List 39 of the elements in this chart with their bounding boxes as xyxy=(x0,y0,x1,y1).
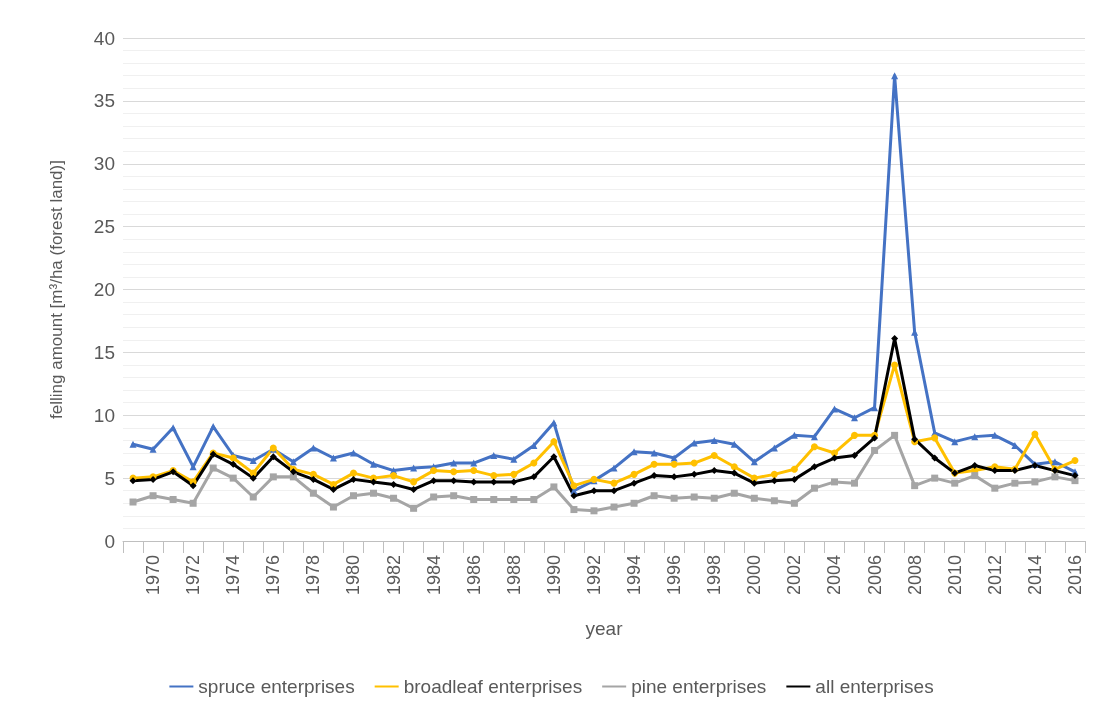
x-tick-label: 1988 xyxy=(503,555,524,596)
x-tick-label: 2004 xyxy=(824,555,845,596)
y-tick-label: 40 xyxy=(93,27,115,49)
y-tick-label: 30 xyxy=(93,153,115,175)
x-tick-label: 1996 xyxy=(664,555,685,596)
y-tick-label: 15 xyxy=(93,341,115,363)
y-tick-label: 10 xyxy=(93,404,115,426)
x-tick-label: 1986 xyxy=(463,555,484,596)
x-tick-label: 2002 xyxy=(784,555,805,596)
legend-label: all enterprises xyxy=(815,676,934,697)
x-tick-label: 2016 xyxy=(1064,555,1085,596)
y-tick-label: 20 xyxy=(93,279,115,300)
x-tick-label: 1976 xyxy=(263,555,284,596)
y-axis-title: felling amount [m³/ha (forest land)] xyxy=(47,160,66,419)
legend-label: broadleaf enterprises xyxy=(403,676,583,697)
x-tick-label: 1980 xyxy=(343,555,364,596)
x-tick-label: 1994 xyxy=(624,555,645,596)
x-tick-label: 1974 xyxy=(223,555,244,596)
x-tick-label: 2000 xyxy=(744,555,765,596)
x-tick-label: 2012 xyxy=(984,555,1005,596)
x-tick-label: 1972 xyxy=(183,555,204,596)
x-tick-label: 1992 xyxy=(583,555,604,596)
y-tick-label: 35 xyxy=(93,90,115,112)
legend-label: pine enterprises xyxy=(631,676,767,697)
y-tick-label: 25 xyxy=(93,216,115,238)
x-tick-label: 1990 xyxy=(543,555,564,596)
x-tick-label: 1998 xyxy=(704,555,725,596)
y-tick-label: 0 xyxy=(104,530,115,552)
legend-label: spruce enterprises xyxy=(198,676,355,697)
x-tick-label: 1984 xyxy=(423,555,444,596)
x-tick-label: 1970 xyxy=(143,555,164,596)
x-tick-label: 2014 xyxy=(1024,555,1045,596)
x-tick-label: 2010 xyxy=(944,555,965,596)
x-tick-label: 1978 xyxy=(303,555,324,596)
x-tick-label: 2006 xyxy=(864,555,885,596)
x-axis-title: year xyxy=(585,618,624,639)
y-tick-label: 5 xyxy=(104,467,115,489)
x-tick-label: 1982 xyxy=(383,555,404,596)
x-tick-label: 2008 xyxy=(904,555,925,596)
